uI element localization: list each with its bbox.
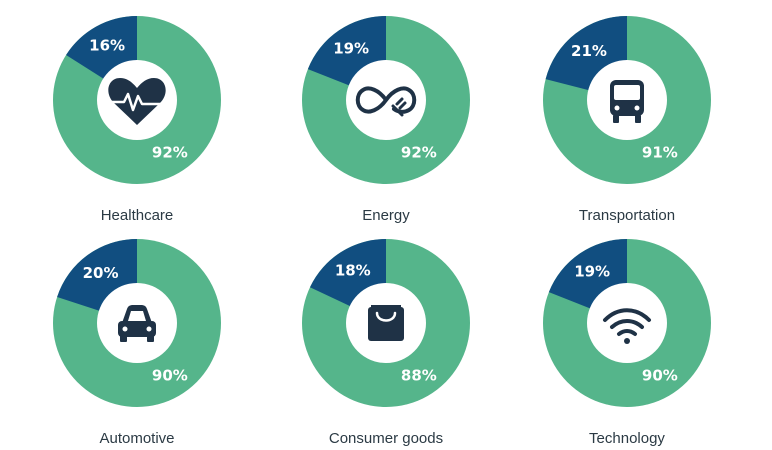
- donut-chart: 21% 91%: [542, 16, 711, 184]
- slice-value-label: 21%: [571, 42, 607, 60]
- slice-value-label: 18%: [335, 262, 371, 280]
- car-icon: [118, 305, 156, 342]
- ring-value-label: 92%: [401, 144, 437, 162]
- slice-value-label: 19%: [574, 263, 610, 281]
- ring-value-label: 90%: [152, 367, 188, 385]
- slice-value-label: 20%: [83, 264, 119, 282]
- slice-value-label: 16%: [89, 37, 125, 55]
- slice-value-label: 19%: [333, 40, 369, 58]
- donut-chart: 16% 92%: [52, 16, 221, 184]
- donut-consumer-goods: 18% 88% Consumer goods: [286, 235, 486, 450]
- donut-transportation: 21% 91% Transportation: [527, 12, 727, 227]
- category-label: Automotive: [99, 430, 175, 447]
- ring-value-label: 91%: [642, 144, 678, 162]
- category-label: Healthcare: [100, 207, 174, 224]
- heart-pulse-icon: [108, 78, 166, 125]
- category-label: Transportation: [578, 207, 676, 224]
- donut-chart: 19% 90%: [542, 239, 711, 407]
- bus-icon: [610, 80, 644, 123]
- category-label: Technology: [589, 430, 665, 447]
- donut-chart: 20% 90%: [52, 239, 221, 407]
- wifi-icon: [603, 308, 651, 344]
- infinity-plug-icon: [355, 86, 417, 117]
- donut-energy: 19% 92% Energy: [286, 12, 486, 227]
- ring-value-label: 88%: [401, 367, 437, 385]
- donut-technology: 19% 90% Technology: [527, 235, 727, 450]
- category-label: Energy: [362, 207, 410, 224]
- ring-value-label: 92%: [152, 144, 188, 162]
- ring-value-label: 90%: [642, 367, 678, 385]
- donut-chart: 19% 92%: [301, 16, 470, 184]
- donut-chart: 18% 88%: [301, 239, 470, 407]
- donut-healthcare: 16% 92% Healthcare: [37, 12, 237, 227]
- category-label: Consumer goods: [328, 430, 444, 447]
- donut-automotive: 20% 90% Automotive: [37, 235, 237, 450]
- shopping-bag-icon: [368, 305, 404, 341]
